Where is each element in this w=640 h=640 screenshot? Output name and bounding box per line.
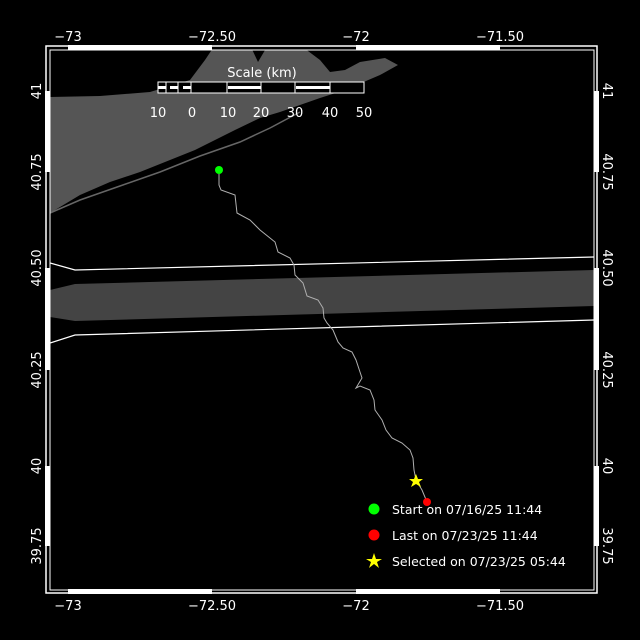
start-marker: [215, 166, 223, 174]
legend-selected-star-icon: [366, 553, 382, 568]
shipping-lane-north-boundary: [50, 256, 594, 271]
lon-label-bottom: −72: [342, 599, 369, 614]
lon-label-bottom: −71.50: [476, 599, 524, 614]
scale-label: 20: [253, 106, 270, 121]
lat-label-left: 39.75: [30, 527, 45, 564]
scale-label: 0: [188, 106, 196, 121]
lat-label-left: 40.25: [30, 351, 45, 388]
scale-label: 30: [287, 106, 304, 121]
lon-label-bottom: −73: [54, 599, 81, 614]
scale-bar: Scale (km) 10 0 10 20 30 40 50: [150, 66, 373, 121]
land-long-island: [50, 50, 398, 213]
shipping-lane-band: [50, 270, 594, 321]
lon-label-top: −72.50: [188, 30, 236, 45]
lat-label-right: 40: [599, 458, 614, 475]
lat-label-left: 41: [30, 83, 45, 100]
scale-bar-title: Scale (km): [227, 66, 296, 81]
lat-label-right: 39.75: [599, 527, 614, 564]
lon-label-top: −71.50: [476, 30, 524, 45]
lat-label-left: 40: [30, 458, 45, 475]
lat-label-left: 40.75: [30, 153, 45, 190]
scale-label: 10: [150, 106, 167, 121]
shipping-lane-south-boundary: [50, 319, 594, 344]
barrier-beach: [50, 111, 301, 214]
legend-selected-label: Selected on 07/23/25 05:44: [392, 554, 566, 569]
lat-label-right: 41: [599, 83, 614, 100]
legend-last-icon: [368, 529, 380, 541]
scale-label: 50: [356, 106, 373, 121]
axis-tick-bars: [45, 45, 599, 594]
drifter-track: [218, 170, 428, 503]
lon-label-top: −72: [342, 30, 369, 45]
scale-label: 10: [220, 106, 237, 121]
lat-label-right: 40.25: [599, 351, 614, 388]
selected-star-marker: [409, 474, 423, 487]
scale-label: 40: [322, 106, 339, 121]
lat-label-left: 40.50: [30, 249, 45, 286]
lat-label-right: 40.75: [599, 153, 614, 190]
last-marker: [423, 498, 431, 506]
legend-start-label: Start on 07/16/25 11:44: [392, 502, 542, 517]
legend-last-label: Last on 07/23/25 11:44: [392, 528, 538, 543]
lon-label-bottom: −72.50: [188, 599, 236, 614]
legend: Start on 07/16/25 11:44 Last on 07/23/25…: [366, 502, 566, 569]
lon-label-top: −73: [54, 30, 81, 45]
legend-start-icon: [368, 503, 380, 515]
lat-label-right: 40.50: [599, 249, 614, 286]
